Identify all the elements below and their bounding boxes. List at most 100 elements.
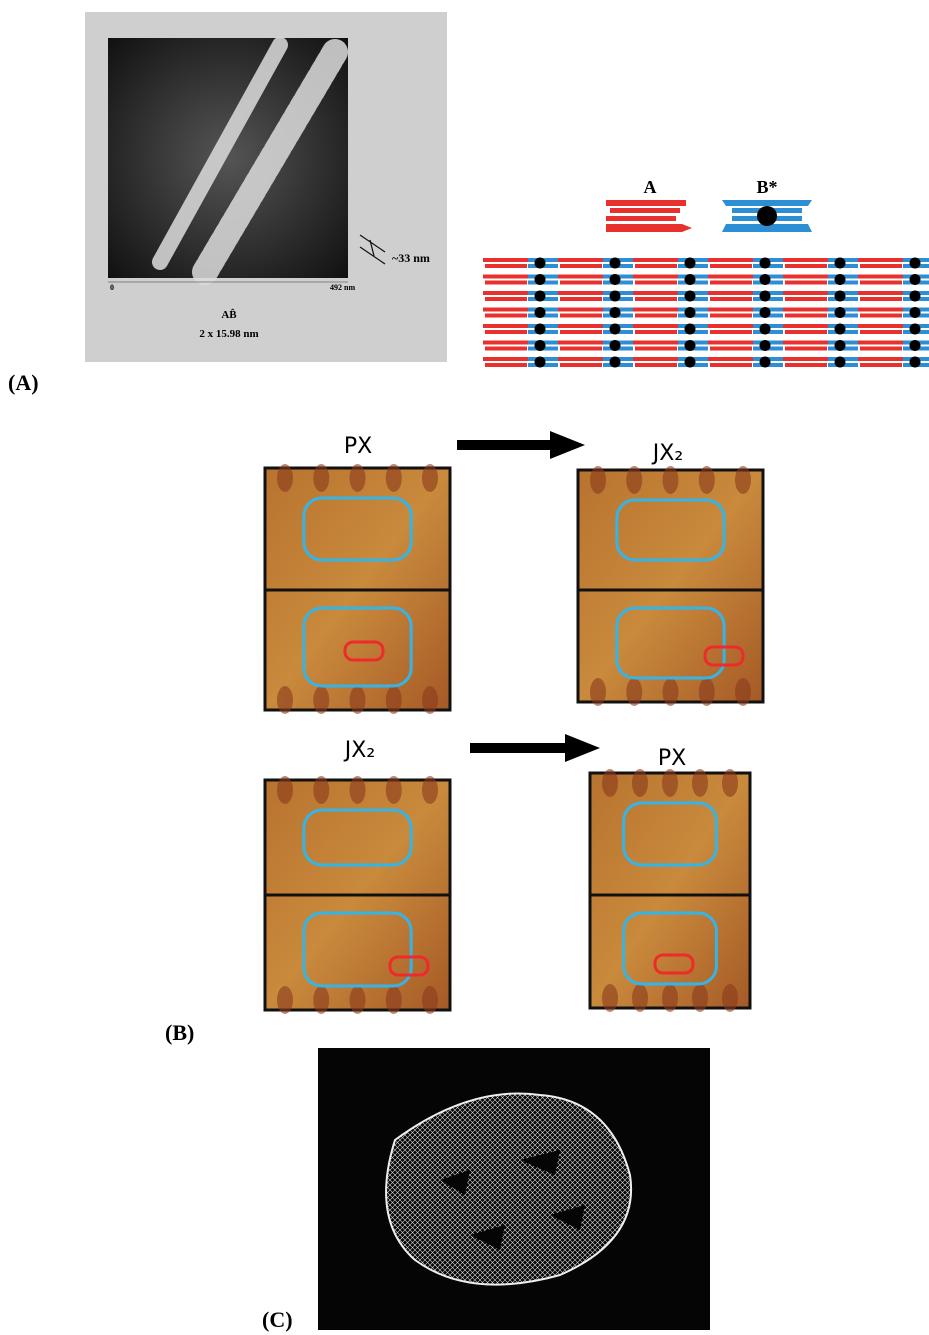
afm-spot [386, 776, 402, 804]
lattice-red [783, 341, 828, 345]
lattice-red [633, 275, 678, 279]
lattice-red [783, 324, 828, 328]
lattice-dot [835, 307, 846, 318]
lattice-dot [910, 258, 921, 269]
lattice-red [710, 281, 752, 285]
panel-b-label: (B) [165, 1020, 194, 1045]
lattice-red [483, 324, 528, 328]
lattice-red [708, 308, 753, 312]
afm-tile [578, 470, 763, 702]
repeat-symbol: AB̂ [221, 308, 237, 321]
lattice-red [783, 291, 828, 295]
lattice-dot [910, 340, 921, 351]
lattice-red [860, 281, 902, 285]
afm-spot [662, 984, 678, 1012]
lattice-red [708, 275, 753, 279]
lattice-dot [910, 274, 921, 285]
scale-end: 492 nm [330, 283, 355, 292]
lattice-red [635, 297, 677, 301]
lattice-red [635, 314, 677, 318]
lattice-red [635, 264, 677, 268]
lattice-dot [760, 357, 771, 368]
lattice-dot [835, 357, 846, 368]
lattice-red [483, 291, 528, 295]
lattice-dot [760, 274, 771, 285]
afm-panels [265, 464, 763, 1014]
lattice-red [710, 330, 752, 334]
lattice-red [483, 275, 528, 279]
lattice-red [485, 347, 527, 351]
lattice-dot [835, 340, 846, 351]
lattice-red [633, 357, 678, 361]
afm-spot [590, 678, 606, 706]
lattice-dot [910, 357, 921, 368]
lattice-dot [610, 274, 621, 285]
afm-spot [386, 464, 402, 492]
page: 0 492 nm ~33 nm AB̂ 2 x 15.98 nm (A) A B… [0, 0, 929, 1335]
lattice-red [708, 341, 753, 345]
afm-spot [663, 466, 679, 494]
lattice-red [785, 264, 827, 268]
afm-spot [626, 466, 642, 494]
lattice-red [558, 291, 603, 295]
lattice-red [483, 357, 528, 361]
lattice-dot [835, 258, 846, 269]
afm-spot [602, 984, 618, 1012]
afm-spot [626, 678, 642, 706]
lattice-red [858, 308, 903, 312]
lattice-dot [535, 324, 546, 335]
afm-spot [350, 686, 366, 714]
top-right-title: JX₂ [651, 441, 683, 466]
afm-spot [663, 678, 679, 706]
lattice-red [860, 363, 902, 367]
lattice-dot [685, 357, 696, 368]
repeat-size: 2 x 15.98 nm [199, 328, 258, 340]
lattice-red [708, 357, 753, 361]
bottom-right-title: PX [658, 746, 686, 771]
lattice-red [708, 324, 753, 328]
lattice-red [785, 281, 827, 285]
lattice-dot [760, 258, 771, 269]
lattice-red [560, 281, 602, 285]
tile-b [722, 200, 812, 232]
lattice-red [485, 297, 527, 301]
lattice-red [483, 341, 528, 345]
afm-spot [699, 678, 715, 706]
lattice-red [560, 347, 602, 351]
lattice-dot [685, 324, 696, 335]
lattice-red [860, 264, 902, 268]
lattice-red [558, 275, 603, 279]
afm-spot [735, 466, 751, 494]
lattice-red [858, 357, 903, 361]
lattice-red [860, 297, 902, 301]
afm-spot [422, 986, 438, 1014]
lattice-dot [910, 291, 921, 302]
lattice-red [785, 297, 827, 301]
lattice-dot [685, 291, 696, 302]
lattice-red [708, 258, 753, 262]
lattice-red [560, 363, 602, 367]
afm-spot [422, 686, 438, 714]
afm-spot [313, 776, 329, 804]
lattice-dot [685, 340, 696, 351]
tile-a [606, 200, 692, 232]
afm-spot [590, 466, 606, 494]
top-left-title: PX [344, 434, 372, 459]
lattice-red [783, 258, 828, 262]
lattice-dot [610, 324, 621, 335]
lattice-red [708, 291, 753, 295]
lattice-red [710, 297, 752, 301]
lattice-red [858, 258, 903, 262]
afm-spot [313, 986, 329, 1014]
lattice-dot [535, 291, 546, 302]
lattice-dot [835, 324, 846, 335]
lattice-red [785, 330, 827, 334]
lattice-red [560, 330, 602, 334]
afm-spot [277, 986, 293, 1014]
afm-spot [602, 769, 618, 797]
lattice-red [858, 341, 903, 345]
lattice-red [483, 258, 528, 262]
lattice-red [558, 341, 603, 345]
lattice-red [633, 308, 678, 312]
lattice-red [635, 347, 677, 351]
